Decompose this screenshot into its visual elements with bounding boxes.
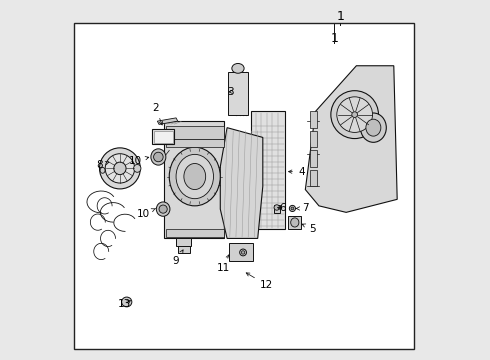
Bar bbox=[251, 111, 285, 229]
Bar bbox=[166, 229, 224, 237]
Text: 13: 13 bbox=[118, 299, 131, 309]
Bar bbox=[311, 131, 317, 147]
Ellipse shape bbox=[176, 154, 214, 199]
Ellipse shape bbox=[122, 297, 132, 307]
Text: 3: 3 bbox=[227, 87, 234, 97]
Polygon shape bbox=[220, 128, 263, 238]
Ellipse shape bbox=[156, 202, 170, 216]
Ellipse shape bbox=[151, 149, 166, 165]
Text: 12: 12 bbox=[246, 273, 273, 290]
Circle shape bbox=[290, 206, 295, 212]
Ellipse shape bbox=[99, 148, 140, 189]
Ellipse shape bbox=[100, 167, 105, 173]
Text: 8: 8 bbox=[96, 160, 109, 170]
Ellipse shape bbox=[114, 162, 126, 175]
Ellipse shape bbox=[134, 165, 141, 172]
Ellipse shape bbox=[105, 154, 135, 183]
Circle shape bbox=[291, 207, 294, 210]
Circle shape bbox=[240, 249, 246, 256]
Ellipse shape bbox=[169, 147, 220, 206]
Bar bbox=[274, 205, 280, 213]
Bar bbox=[166, 139, 224, 147]
Ellipse shape bbox=[232, 63, 244, 73]
Text: 4: 4 bbox=[289, 167, 305, 177]
Ellipse shape bbox=[366, 119, 381, 136]
Bar bbox=[153, 131, 173, 143]
Polygon shape bbox=[157, 118, 178, 125]
Ellipse shape bbox=[291, 218, 299, 227]
Bar bbox=[166, 126, 224, 139]
Bar bbox=[152, 129, 174, 144]
Text: 10: 10 bbox=[137, 208, 156, 219]
Text: 6: 6 bbox=[278, 203, 286, 213]
Ellipse shape bbox=[337, 97, 372, 132]
Text: 10: 10 bbox=[129, 156, 149, 166]
Text: 7: 7 bbox=[296, 203, 309, 213]
Ellipse shape bbox=[331, 91, 378, 139]
Bar bbox=[178, 246, 190, 253]
Text: 5: 5 bbox=[302, 224, 316, 234]
Bar bbox=[288, 216, 301, 229]
Text: 2: 2 bbox=[152, 103, 163, 125]
Bar bbox=[311, 111, 317, 128]
Polygon shape bbox=[228, 72, 247, 114]
FancyBboxPatch shape bbox=[74, 23, 414, 349]
Bar bbox=[176, 238, 192, 246]
Circle shape bbox=[274, 205, 279, 210]
Bar bbox=[229, 243, 253, 261]
Bar bbox=[311, 150, 317, 167]
Circle shape bbox=[153, 152, 163, 162]
Polygon shape bbox=[305, 66, 397, 212]
Ellipse shape bbox=[361, 113, 386, 142]
Circle shape bbox=[352, 112, 358, 117]
Text: 1: 1 bbox=[330, 32, 338, 45]
Bar bbox=[164, 121, 224, 238]
Circle shape bbox=[242, 251, 245, 254]
Text: 11: 11 bbox=[217, 255, 230, 273]
Ellipse shape bbox=[184, 163, 206, 190]
Text: 9: 9 bbox=[173, 250, 183, 266]
Text: 1: 1 bbox=[337, 10, 344, 23]
Circle shape bbox=[159, 205, 167, 213]
Bar bbox=[311, 170, 317, 186]
